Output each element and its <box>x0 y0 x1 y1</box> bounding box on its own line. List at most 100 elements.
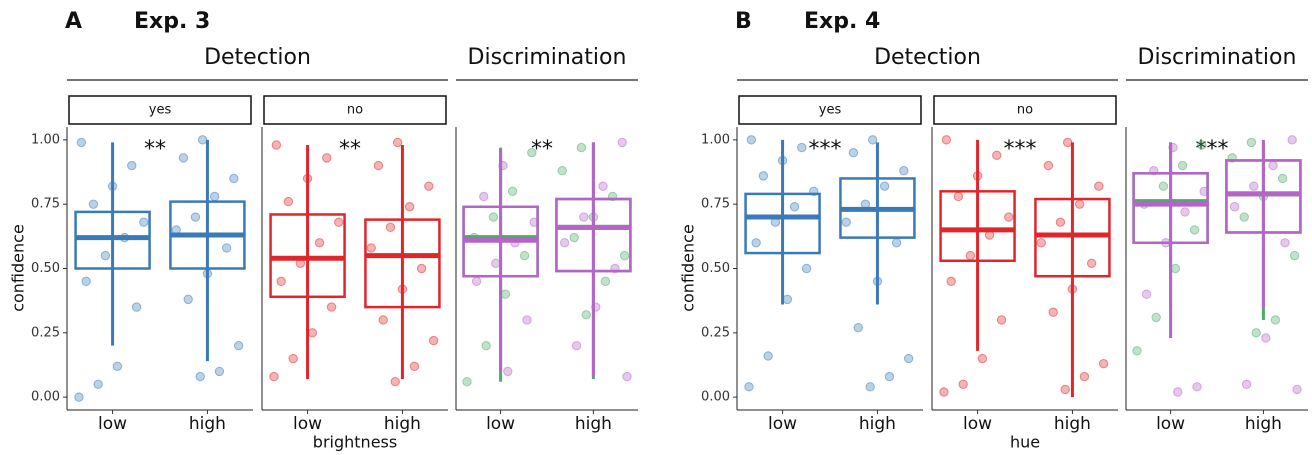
point <box>891 238 902 248</box>
point <box>93 379 103 389</box>
point <box>1251 328 1261 338</box>
point <box>569 232 579 243</box>
x-tick-label: low <box>963 414 992 434</box>
point <box>178 153 189 163</box>
box <box>1225 159 1302 234</box>
point <box>221 243 232 253</box>
point <box>789 202 800 212</box>
point <box>307 328 318 338</box>
point <box>1246 137 1257 148</box>
point <box>76 137 87 148</box>
point <box>559 238 570 248</box>
y-tick-label: 0.75 <box>701 197 730 212</box>
point <box>1241 379 1252 389</box>
point <box>958 379 968 389</box>
point <box>507 186 518 197</box>
point <box>1151 312 1161 323</box>
point <box>88 199 99 209</box>
significance: ** <box>144 137 166 162</box>
strip-label: yes <box>149 103 172 118</box>
point <box>462 377 472 387</box>
point <box>1277 173 1288 184</box>
point <box>977 353 988 364</box>
point <box>1261 333 1271 343</box>
strip-label: no <box>347 103 363 118</box>
panel-label: B <box>735 9 752 34</box>
point <box>1280 238 1290 248</box>
x-tick-label: low <box>293 414 322 434</box>
point <box>758 171 769 181</box>
x-tick-label: high <box>859 414 896 434</box>
point <box>424 181 434 191</box>
point <box>1239 212 1249 222</box>
point <box>617 137 627 148</box>
point <box>366 243 376 253</box>
point <box>373 160 384 171</box>
strip-label: yes <box>819 103 842 118</box>
y-tick-label: 0.75 <box>31 197 60 212</box>
point <box>1192 382 1202 392</box>
box <box>74 210 151 270</box>
point <box>404 202 415 212</box>
x-tick-label: high <box>384 414 421 434</box>
strip <box>263 95 447 125</box>
point <box>1141 289 1152 299</box>
point <box>1004 212 1014 222</box>
point <box>209 191 220 202</box>
point <box>939 387 949 397</box>
point <box>1048 307 1058 317</box>
point <box>579 212 589 222</box>
point <box>183 294 193 305</box>
point <box>622 371 632 382</box>
y-tick-label: 0.50 <box>31 261 60 276</box>
point <box>751 238 761 248</box>
point <box>899 166 909 176</box>
significance: ** <box>531 137 553 162</box>
point <box>276 276 286 287</box>
point <box>479 191 489 202</box>
point <box>1079 371 1090 382</box>
point <box>288 353 298 364</box>
point <box>409 361 420 371</box>
point <box>1098 358 1109 369</box>
point <box>557 166 567 176</box>
x-axis-title: brightness <box>313 433 397 452</box>
point <box>378 315 388 325</box>
y-tick-label: 0.00 <box>31 390 60 405</box>
box <box>1034 197 1111 278</box>
point <box>996 315 1007 325</box>
point <box>782 294 793 305</box>
point <box>571 340 582 351</box>
point <box>271 140 282 150</box>
point <box>848 148 859 158</box>
point <box>1270 315 1281 325</box>
point <box>269 371 279 382</box>
strip <box>68 95 252 125</box>
point <box>503 366 513 377</box>
point <box>763 351 773 361</box>
point <box>1158 181 1169 191</box>
point <box>853 322 863 333</box>
point <box>1086 258 1097 269</box>
point <box>1173 387 1183 397</box>
point <box>233 340 244 351</box>
point <box>471 276 482 287</box>
point <box>127 160 137 171</box>
point <box>334 217 344 227</box>
x-tick-label: low <box>486 414 515 434</box>
point <box>390 377 400 387</box>
group-header: Detection <box>204 45 311 70</box>
point <box>1043 160 1054 171</box>
point <box>1249 181 1259 191</box>
point <box>112 361 123 371</box>
y-tick-label: 0.00 <box>701 390 730 405</box>
group-header: Detection <box>874 45 981 70</box>
point <box>416 263 427 274</box>
point <box>865 382 875 392</box>
point <box>867 135 878 145</box>
group-header: Discrimination <box>1138 45 1297 70</box>
point <box>879 181 890 191</box>
point <box>392 137 403 148</box>
point <box>746 135 757 145</box>
